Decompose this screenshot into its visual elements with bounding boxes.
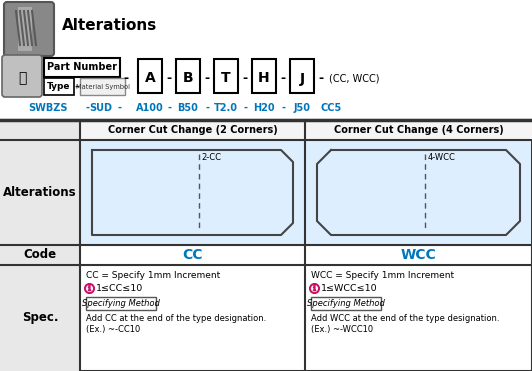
Text: B50: B50	[178, 103, 198, 113]
Text: Specifying Method: Specifying Method	[82, 299, 160, 308]
Bar	[252, 59, 276, 93]
Text: SUD: SUD	[89, 103, 112, 113]
Text: Add WCC at the end of the type designation.: Add WCC at the end of the type designati…	[311, 314, 500, 323]
Text: T: T	[221, 72, 231, 85]
Text: (Ex.) ~-CC10: (Ex.) ~-CC10	[86, 325, 140, 334]
Bar	[81, 141, 304, 244]
Text: WCC: WCC	[401, 248, 436, 262]
Text: T2.0: T2.0	[214, 103, 238, 113]
Text: CC: CC	[182, 248, 203, 262]
Text: 1≤WCC≤10: 1≤WCC≤10	[321, 284, 378, 293]
Bar	[138, 59, 162, 93]
Text: -: -	[243, 72, 247, 85]
Text: -: -	[167, 103, 171, 113]
Bar	[0, 120, 80, 371]
Text: Corner Cut Change (4 Corners): Corner Cut Change (4 Corners)	[334, 125, 503, 135]
Bar	[311, 297, 381, 310]
Text: H20: H20	[253, 103, 275, 113]
Text: J: J	[300, 72, 304, 85]
Text: A100: A100	[136, 103, 164, 113]
Bar	[44, 78, 74, 95]
Bar	[80, 78, 125, 95]
Text: 2-CC: 2-CC	[202, 153, 221, 162]
Text: -: -	[205, 103, 209, 113]
Text: SWBZS: SWBZS	[28, 103, 68, 113]
Text: 1≤CC≤10: 1≤CC≤10	[96, 284, 143, 293]
Text: Material Symbol: Material Symbol	[76, 83, 129, 89]
Bar	[176, 59, 200, 93]
Bar	[0, 120, 532, 371]
Text: -: -	[204, 72, 210, 85]
Bar	[86, 297, 156, 310]
Text: (CC, WCC): (CC, WCC)	[329, 73, 379, 83]
Text: -: -	[123, 72, 129, 85]
Text: H: H	[258, 72, 270, 85]
Text: Corner Cut Change (2 Corners): Corner Cut Change (2 Corners)	[107, 125, 277, 135]
Text: A: A	[145, 72, 155, 85]
Text: Alterations: Alterations	[3, 186, 77, 199]
FancyBboxPatch shape	[2, 55, 42, 97]
Text: -: -	[243, 103, 247, 113]
Text: WCC = Specify 1mm Increment: WCC = Specify 1mm Increment	[311, 271, 454, 280]
Text: Code: Code	[23, 249, 56, 262]
Text: -: -	[280, 72, 286, 85]
Bar	[214, 59, 238, 93]
Text: -: -	[167, 72, 171, 85]
Text: Spec.: Spec.	[22, 312, 58, 325]
Text: Part Number: Part Number	[47, 62, 117, 72]
Text: 4-WCC: 4-WCC	[428, 153, 455, 162]
Text: -: -	[281, 103, 285, 113]
Text: B: B	[182, 72, 193, 85]
Text: Type: Type	[47, 82, 71, 91]
Bar	[80, 120, 532, 140]
Text: J50: J50	[294, 103, 311, 113]
Text: (Ex.) ~-WCC10: (Ex.) ~-WCC10	[311, 325, 373, 334]
Text: -: -	[74, 82, 79, 92]
Text: CC = Specify 1mm Increment: CC = Specify 1mm Increment	[86, 271, 220, 280]
Text: -: -	[118, 103, 122, 113]
Bar	[18, 7, 32, 51]
Text: Alterations: Alterations	[62, 19, 157, 33]
Text: -: -	[85, 103, 89, 113]
Bar	[306, 141, 531, 244]
Text: Specifying Method: Specifying Method	[307, 299, 385, 308]
Text: CC5: CC5	[320, 103, 342, 113]
Text: -: -	[319, 72, 323, 85]
Text: 🔧: 🔧	[18, 72, 26, 85]
Bar	[44, 58, 120, 77]
FancyBboxPatch shape	[4, 2, 54, 56]
Text: Add CC at the end of the type designation.: Add CC at the end of the type designatio…	[86, 314, 266, 323]
Bar	[290, 59, 314, 93]
